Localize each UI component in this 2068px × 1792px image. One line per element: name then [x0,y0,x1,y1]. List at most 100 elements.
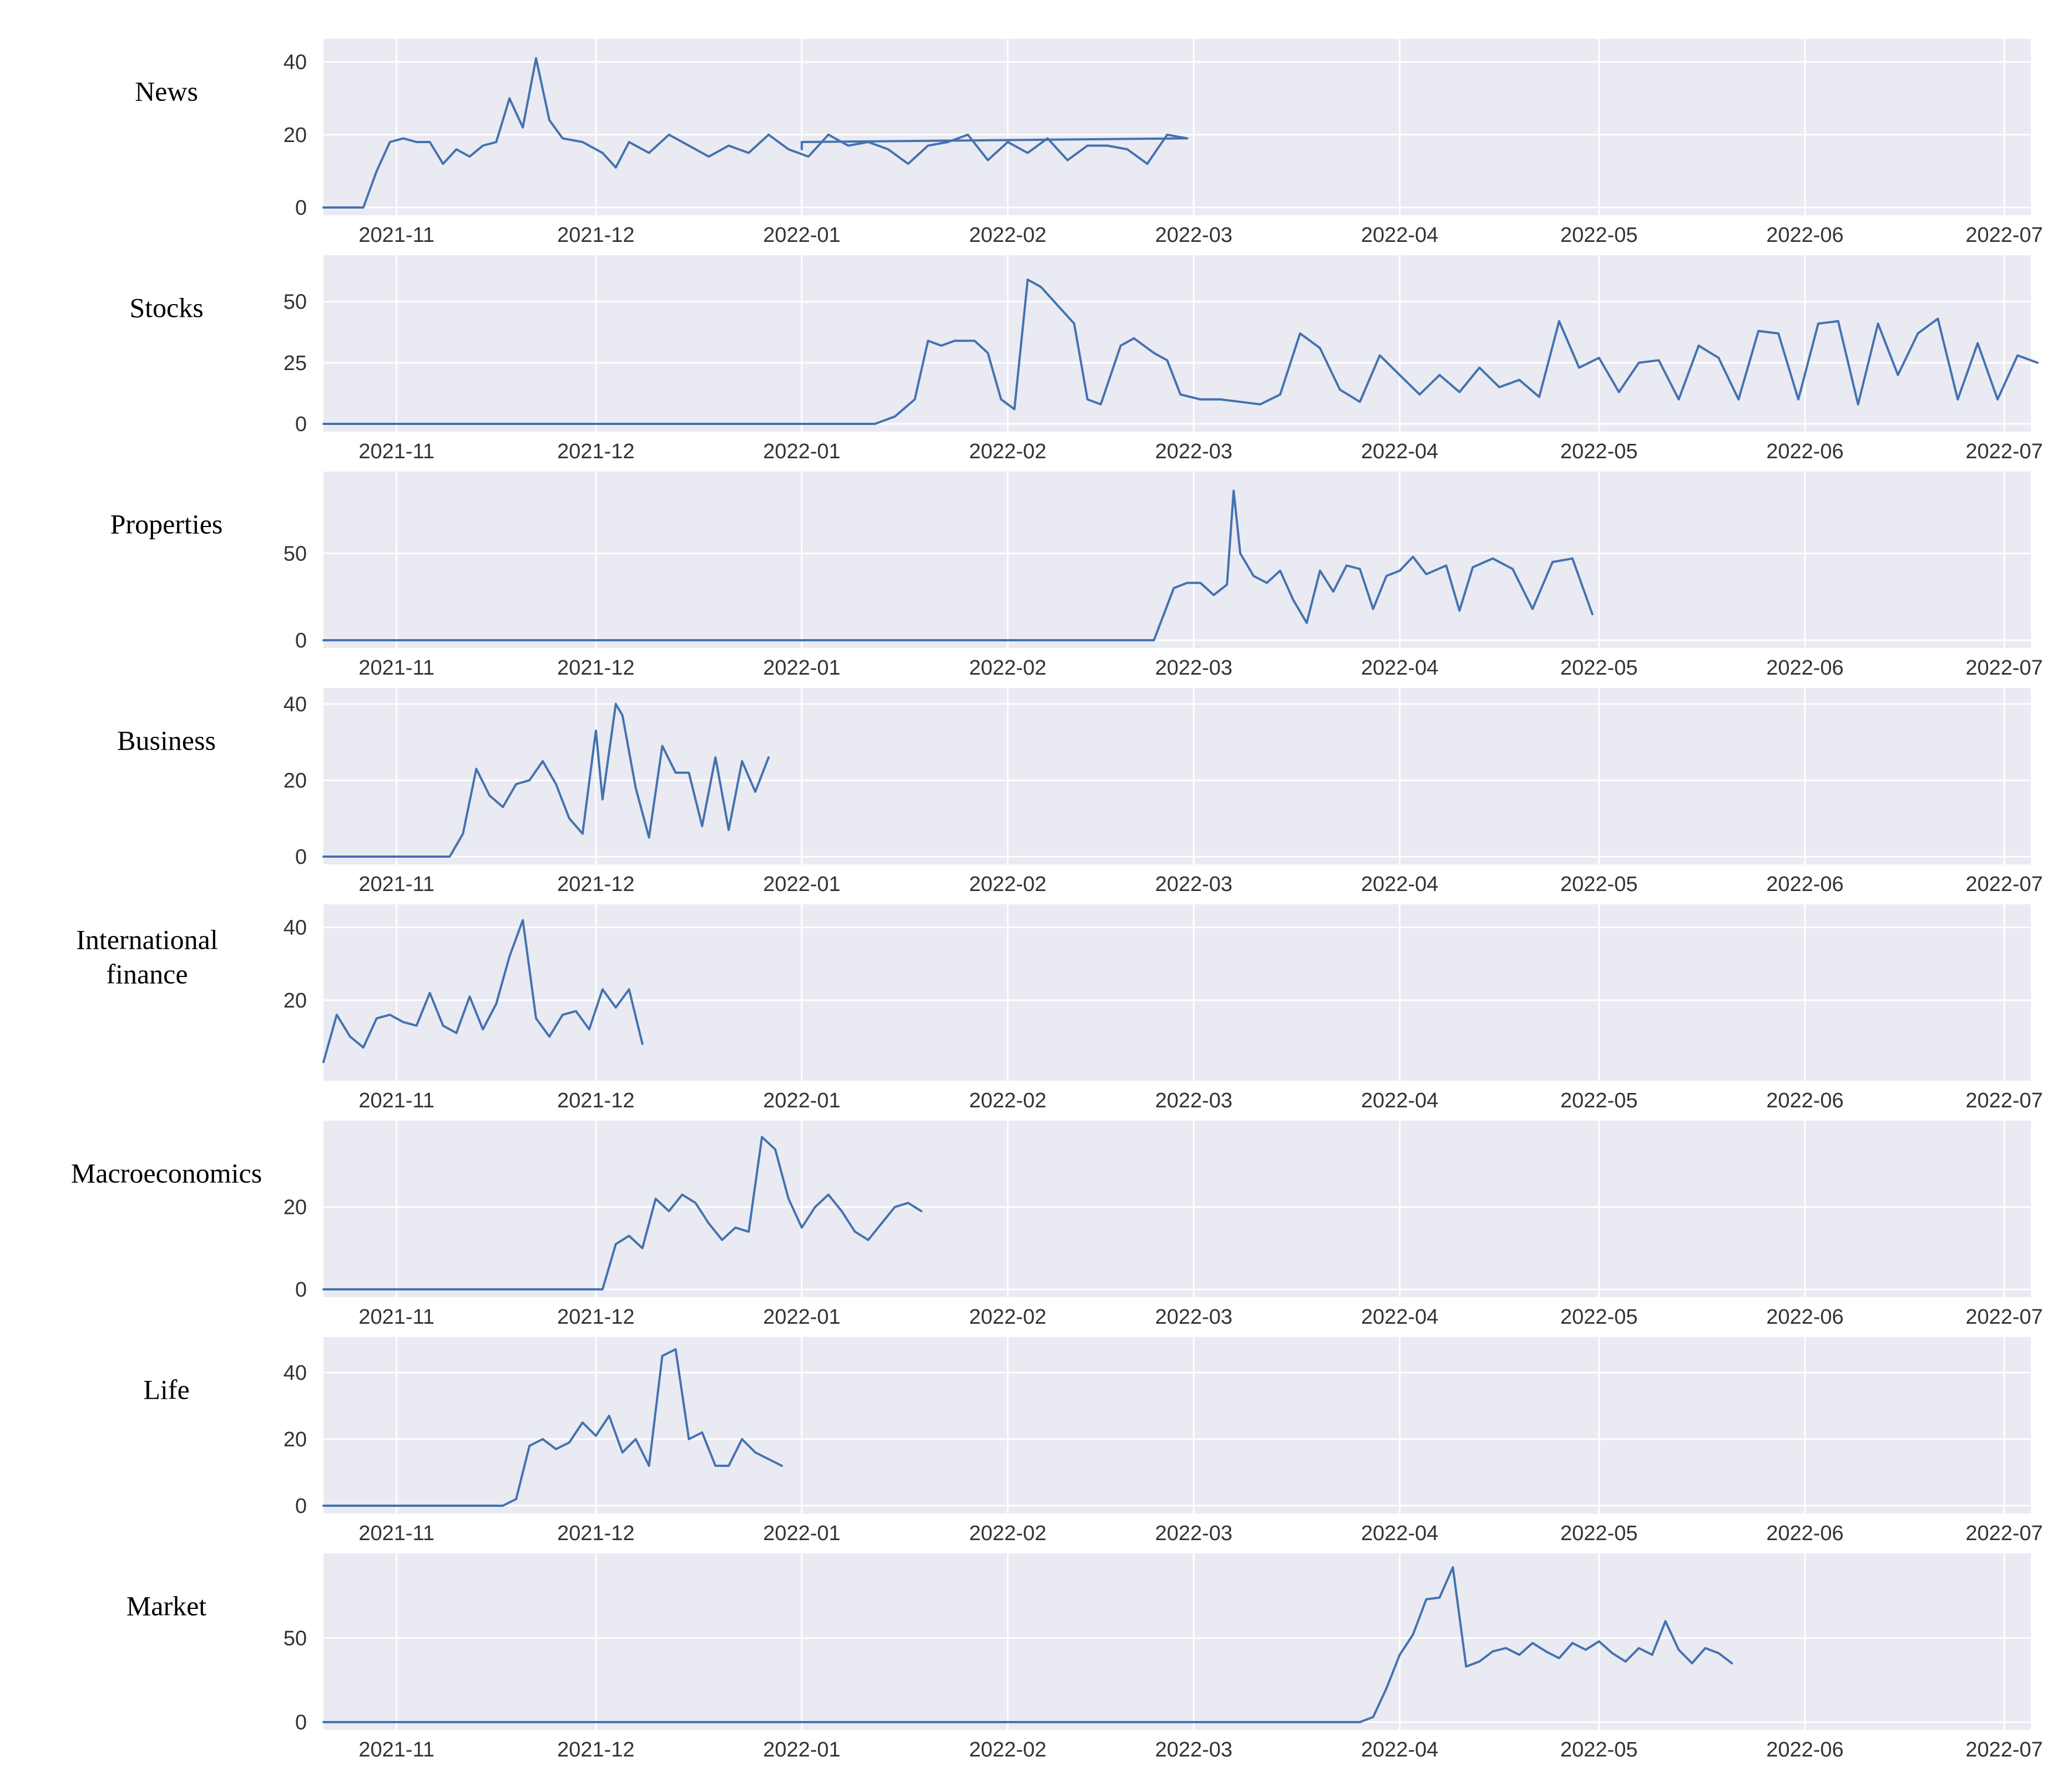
x-tick-label: 2022-01 [763,440,840,463]
panel-background [323,39,2031,215]
x-tick-label: 2022-06 [1766,440,1843,463]
x-tick-label: 2021-12 [557,1738,634,1761]
y-tick-label: 20 [284,989,307,1013]
x-tick-label: 2022-02 [969,873,1046,896]
y-tick-label: 50 [284,291,307,314]
x-tick-label: 2022-05 [1560,656,1637,680]
panel-background [323,904,2031,1081]
x-tick-label: 2022-04 [1361,440,1438,463]
x-tick-label: 2022-05 [1560,440,1637,463]
x-tick-label: 2022-06 [1766,1522,1843,1545]
row-label: International [76,924,218,955]
x-tick-label: 2022-04 [1361,1738,1438,1761]
panel-background [323,1337,2031,1513]
y-tick-label: 40 [284,1361,307,1385]
x-tick-label: 2022-02 [969,1089,1046,1112]
panel-background [323,1553,2031,1730]
x-tick-label: 2021-12 [557,656,634,680]
x-tick-label: 2022-03 [1155,224,1232,247]
x-tick-label: 2022-07 [1965,440,2042,463]
y-tick-label: 50 [284,1627,307,1650]
x-tick-label: 2022-07 [1965,1522,2042,1545]
y-tick-label: 20 [284,1196,307,1219]
x-tick-label: 2021-12 [557,1089,634,1112]
x-tick-label: 2022-03 [1155,1305,1232,1329]
x-tick-label: 2021-11 [358,440,434,463]
x-tick-label: 2022-01 [763,873,840,896]
series-line [322,489,1594,641]
x-tick-label: 2022-06 [1766,656,1843,680]
chart-row-3: 0 20 40 2021-11 2021-12 2022-01 2022-02 2022-03… [117,688,2043,896]
x-tick-label: 2021-11 [358,1089,434,1112]
panel-background [323,472,2031,648]
chart-row-4: 20 40 2021-11 2021-12 2022-01 2022-02 2022-03 2… [76,904,2043,1112]
x-tick-label: 2021-12 [557,224,634,247]
y-tick-label: 20 [284,769,307,792]
x-tick-label: 2022-04 [1361,656,1438,680]
x-tick-label: 2022-02 [969,656,1046,680]
x-tick-label: 2022-01 [763,1305,840,1329]
y-tick-label: 50 [284,542,307,565]
x-tick-label: 2022-05 [1560,1738,1637,1761]
x-tick-label: 2022-05 [1560,873,1637,896]
series-line [322,1136,923,1290]
x-tick-label: 2021-11 [358,224,434,247]
x-tick-label: 2022-04 [1361,224,1438,247]
x-tick-label: 2022-02 [969,224,1046,247]
x-tick-label: 2021-11 [358,656,434,680]
x-tick-label: 2022-01 [763,1738,840,1761]
chart-row-5: 0 20 2021-11 2021-12 2022-01 2022-02 2022-03 20… [71,1121,2043,1329]
x-tick-label: 2022-03 [1155,1738,1232,1761]
row-label: Life [143,1374,189,1405]
x-tick-label: 2021-11 [358,1305,434,1329]
x-tick-label: 2022-07 [1965,1089,2042,1112]
y-tick-label: 40 [284,693,307,716]
x-tick-label: 2022-01 [763,1522,840,1545]
y-tick-label: 40 [284,51,307,74]
y-tick-label: 20 [284,124,307,147]
x-tick-label: 2022-03 [1155,440,1232,463]
y-tick-label: 0 [295,1711,307,1734]
x-tick-label: 2022-04 [1361,1089,1438,1112]
row-label: Business [117,725,216,756]
y-tick-label: 0 [295,413,307,436]
series-line [322,57,1189,209]
x-tick-label: 2022-07 [1965,224,2042,247]
row-label: Properties [110,508,223,539]
row-label: Macroeconomics [71,1157,262,1188]
x-tick-label: 2021-11 [358,1738,434,1761]
row-label: Stocks [129,292,203,323]
series-line [322,702,770,858]
x-tick-label: 2022-05 [1560,224,1637,247]
series-line [322,1566,1733,1723]
y-tick-label: 25 [284,352,307,375]
x-tick-label: 2022-04 [1361,873,1438,896]
x-tick-label: 2022-07 [1965,1305,2042,1329]
y-tick-label: 0 [295,196,307,220]
chart-row-2: 0 50 2021-11 2021-12 2022-01 2022-02 2022-03 20… [110,472,2043,680]
x-tick-label: 2022-03 [1155,1089,1232,1112]
chart-row-1: 0 25 50 2021-11 2021-12 2022-01 2022-02 2022-03… [129,255,2043,463]
x-tick-label: 2021-11 [358,1522,434,1545]
x-tick-label: 2022-03 [1155,656,1232,680]
x-tick-label: 2022-06 [1766,873,1843,896]
x-tick-label: 2022-06 [1766,224,1843,247]
y-tick-label: 40 [284,917,307,940]
y-tick-label: 0 [295,846,307,869]
panel-background [323,688,2031,864]
x-tick-label: 2022-07 [1965,1738,2042,1761]
x-tick-label: 2022-06 [1766,1738,1843,1761]
series-line [322,1348,783,1507]
x-tick-label: 2022-01 [763,656,840,680]
x-tick-label: 2022-07 [1965,873,2042,896]
y-tick-label: 0 [295,629,307,652]
y-tick-label: 20 [284,1428,307,1451]
x-tick-label: 2021-12 [557,1522,634,1545]
series-line [322,279,2039,425]
row-label: finance [106,958,188,989]
x-tick-label: 2022-02 [969,1738,1046,1761]
x-tick-label: 2022-02 [969,1522,1046,1545]
x-tick-label: 2022-04 [1361,1305,1438,1329]
x-tick-label: 2022-06 [1766,1305,1843,1329]
